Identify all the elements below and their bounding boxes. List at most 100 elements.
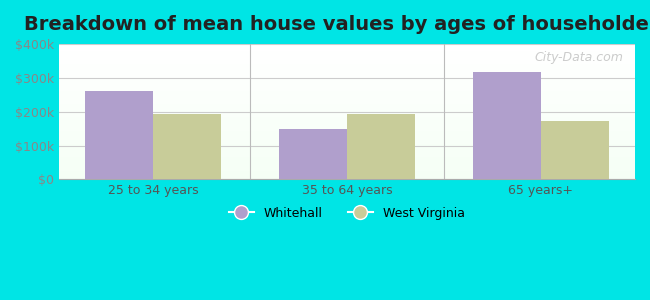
Bar xyxy=(59,58,635,59)
Bar xyxy=(59,122,635,123)
Bar xyxy=(59,130,635,131)
Bar xyxy=(59,150,635,151)
Bar xyxy=(59,161,635,162)
Bar xyxy=(59,129,635,130)
Bar xyxy=(59,59,635,60)
Bar xyxy=(59,134,635,135)
Bar xyxy=(59,72,635,73)
Bar xyxy=(59,126,635,127)
Bar xyxy=(59,60,635,61)
Bar xyxy=(59,102,635,103)
Bar xyxy=(473,72,541,179)
Bar xyxy=(59,63,635,64)
Bar xyxy=(59,99,635,100)
Bar xyxy=(541,121,609,179)
Bar xyxy=(59,154,635,155)
Bar xyxy=(59,117,635,118)
Bar xyxy=(59,145,635,146)
Bar xyxy=(59,144,635,145)
Bar xyxy=(59,128,635,129)
Bar xyxy=(59,78,635,79)
Bar xyxy=(59,127,635,128)
Bar xyxy=(59,177,635,178)
Bar xyxy=(59,54,635,55)
Bar xyxy=(59,84,635,85)
Bar xyxy=(59,153,635,154)
Bar xyxy=(59,160,635,161)
Bar xyxy=(59,159,635,160)
Bar xyxy=(59,164,635,165)
Bar xyxy=(59,80,635,81)
Bar xyxy=(59,140,635,141)
Bar xyxy=(59,100,635,101)
Bar xyxy=(59,85,635,86)
Bar xyxy=(59,158,635,159)
Bar xyxy=(59,44,635,45)
Bar xyxy=(59,76,635,77)
Bar xyxy=(59,148,635,149)
Bar xyxy=(59,46,635,47)
Bar xyxy=(59,55,635,56)
Bar xyxy=(59,136,635,137)
Bar xyxy=(59,139,635,140)
Bar xyxy=(59,171,635,172)
Bar xyxy=(59,89,635,90)
Bar xyxy=(59,135,635,136)
Bar xyxy=(59,178,635,179)
Legend: Whitehall, West Virginia: Whitehall, West Virginia xyxy=(224,202,470,225)
Bar xyxy=(59,52,635,53)
Bar xyxy=(59,113,635,114)
Bar xyxy=(59,96,635,97)
Bar xyxy=(59,121,635,122)
Bar xyxy=(59,133,635,134)
Bar xyxy=(59,87,635,88)
Bar xyxy=(59,71,635,72)
Bar xyxy=(59,74,635,75)
Bar xyxy=(59,70,635,71)
Title: Breakdown of mean house values by ages of householders: Breakdown of mean house values by ages o… xyxy=(24,15,650,34)
Bar xyxy=(59,175,635,176)
Bar xyxy=(59,61,635,62)
Bar xyxy=(59,124,635,125)
Bar xyxy=(59,105,635,106)
Bar xyxy=(59,147,635,148)
Bar xyxy=(59,115,635,116)
Bar xyxy=(59,68,635,69)
Bar xyxy=(347,114,415,179)
Bar xyxy=(85,91,153,179)
Bar xyxy=(59,81,635,82)
Bar xyxy=(59,108,635,109)
Bar xyxy=(59,149,635,150)
Bar xyxy=(59,90,635,91)
Bar xyxy=(59,53,635,54)
Bar xyxy=(59,157,635,158)
Bar xyxy=(59,142,635,143)
Bar xyxy=(59,173,635,174)
Bar xyxy=(153,114,221,179)
Bar xyxy=(59,176,635,177)
Bar xyxy=(59,48,635,49)
Bar xyxy=(59,88,635,89)
Bar xyxy=(59,64,635,65)
Bar xyxy=(59,83,635,84)
Bar xyxy=(59,95,635,96)
Bar xyxy=(59,73,635,74)
Bar xyxy=(59,123,635,124)
Bar xyxy=(59,97,635,98)
Bar xyxy=(59,162,635,163)
Bar xyxy=(59,146,635,147)
Bar xyxy=(59,169,635,170)
Bar xyxy=(59,101,635,102)
Bar xyxy=(59,82,635,83)
Bar xyxy=(59,118,635,119)
Bar xyxy=(59,75,635,76)
Bar xyxy=(59,62,635,63)
Bar xyxy=(59,106,635,107)
Bar xyxy=(59,163,635,164)
Bar xyxy=(59,103,635,104)
Bar xyxy=(59,132,635,133)
Bar xyxy=(59,57,635,58)
Bar xyxy=(59,56,635,57)
Bar xyxy=(59,107,635,108)
Bar xyxy=(59,116,635,117)
